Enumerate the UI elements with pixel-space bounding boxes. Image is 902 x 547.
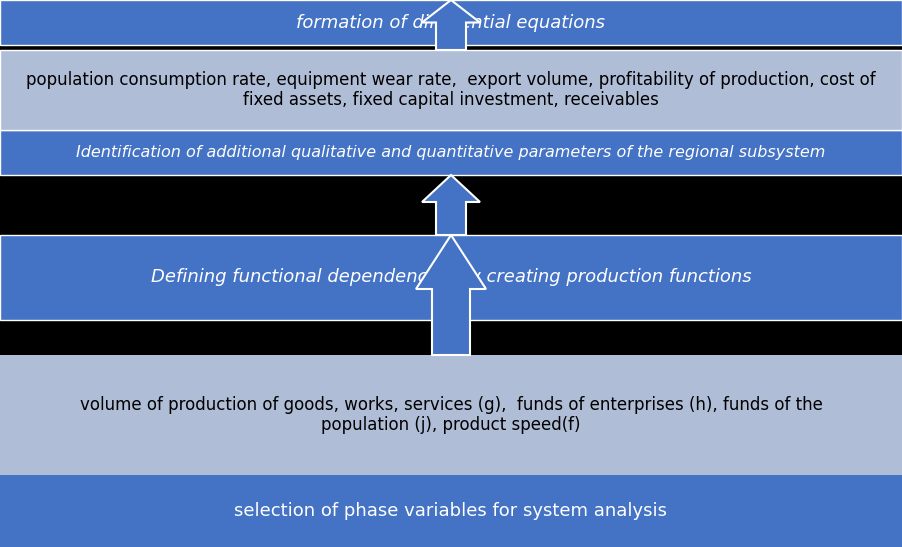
FancyBboxPatch shape bbox=[0, 130, 902, 175]
Text: volume of production of goods, works, services (g),  funds of enterprises (h), f: volume of production of goods, works, se… bbox=[79, 395, 823, 434]
FancyBboxPatch shape bbox=[0, 355, 902, 475]
Text: Identification of additional qualitative and quantitative parameters of the regi: Identification of additional qualitative… bbox=[77, 145, 825, 160]
FancyBboxPatch shape bbox=[0, 50, 902, 130]
FancyBboxPatch shape bbox=[0, 475, 902, 547]
Text: formation of differential equations: formation of differential equations bbox=[297, 14, 605, 32]
Polygon shape bbox=[422, 0, 480, 50]
FancyBboxPatch shape bbox=[0, 0, 902, 45]
Polygon shape bbox=[416, 235, 486, 355]
Text: selection of phase variables for system analysis: selection of phase variables for system … bbox=[235, 502, 667, 520]
Text: population consumption rate, equipment wear rate,  export volume, profitability : population consumption rate, equipment w… bbox=[26, 71, 876, 109]
Text: Defining functional dependencies by creating production functions: Defining functional dependencies by crea… bbox=[151, 269, 751, 287]
FancyBboxPatch shape bbox=[0, 235, 902, 320]
Polygon shape bbox=[422, 175, 480, 235]
